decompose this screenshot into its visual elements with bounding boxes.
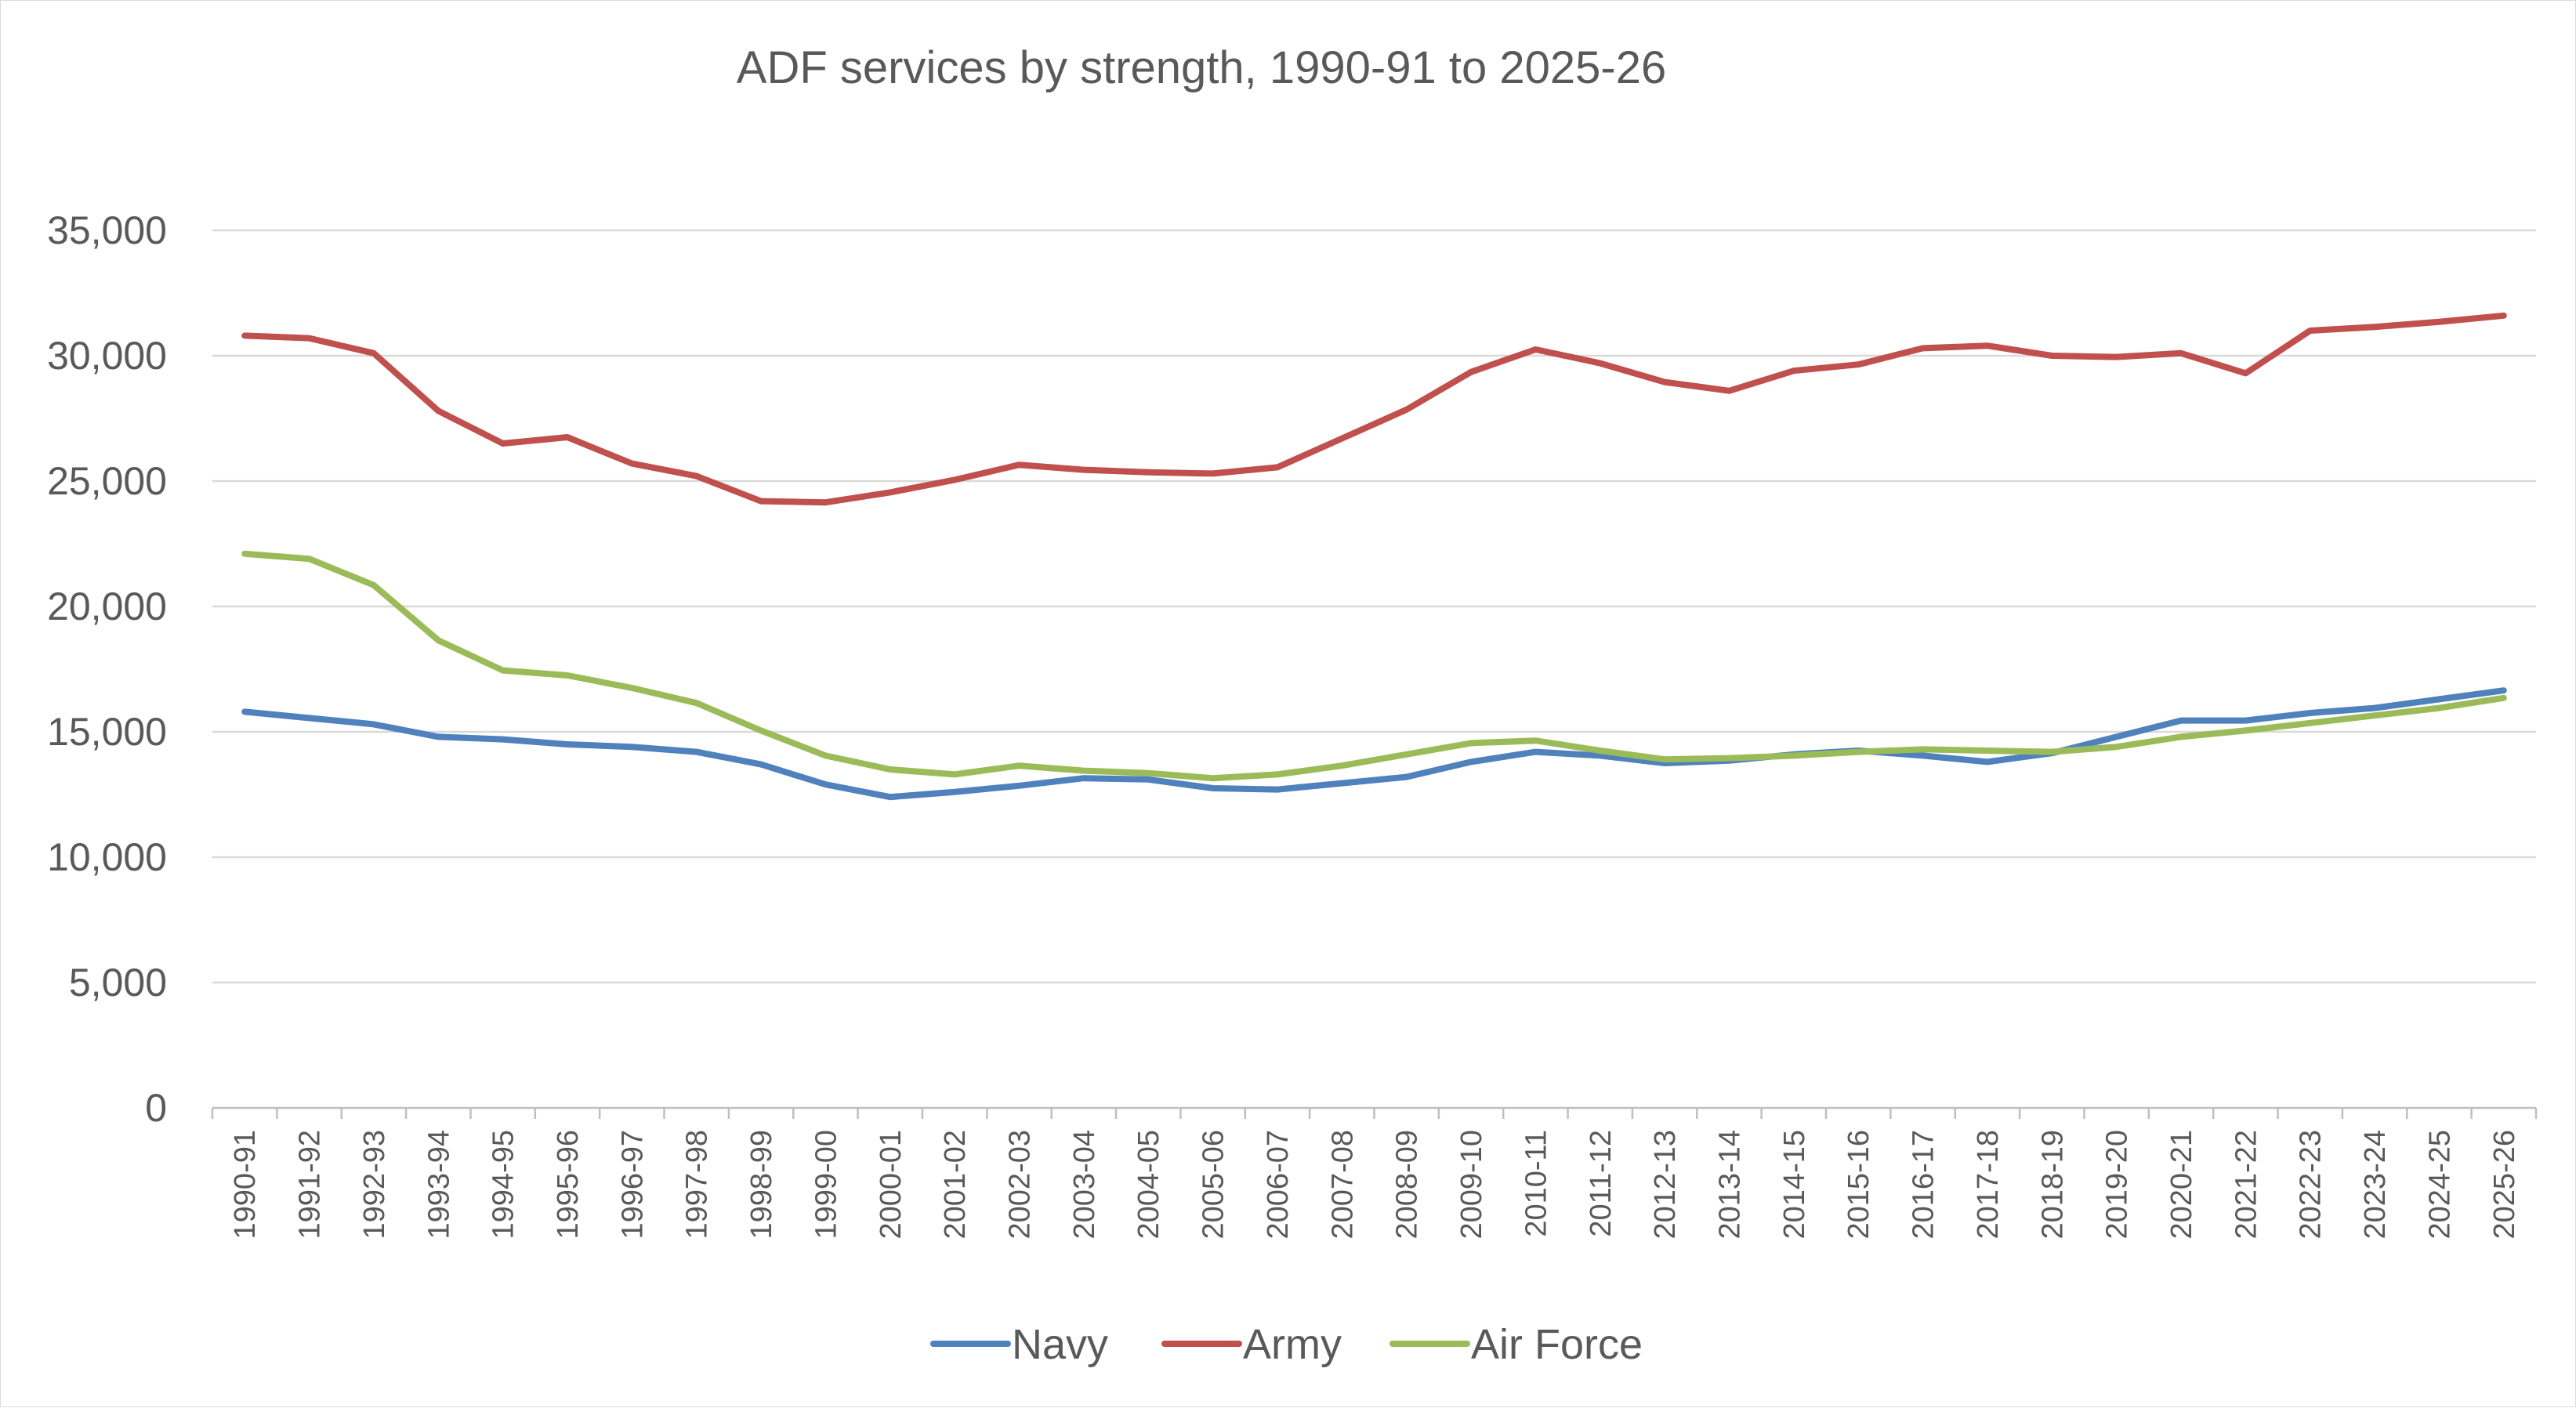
y-tick-label: 20,000 — [47, 585, 167, 628]
legend-label-navy: Navy — [1012, 1321, 1108, 1368]
x-tick-label: 1997-98 — [681, 1130, 714, 1239]
x-tick-label: 1992-93 — [358, 1130, 391, 1239]
series-line-navy — [241, 687, 2507, 801]
x-tick-label: 1993-94 — [422, 1130, 455, 1239]
y-tick-label: 0 — [145, 1086, 167, 1130]
legend-label-army: Army — [1243, 1321, 1342, 1368]
y-tick-label: 10,000 — [47, 835, 167, 879]
x-tick-label: 1995-96 — [552, 1130, 585, 1239]
x-tick-label: 2015-16 — [1842, 1130, 1875, 1239]
x-tick-label: 2007-08 — [1326, 1130, 1359, 1239]
x-tick-label: 2019-20 — [2101, 1130, 2134, 1239]
x-tick-label: 2022-23 — [2295, 1130, 2328, 1239]
x-tick-label: 2017-18 — [1972, 1130, 2005, 1239]
x-tick-label: 2008-09 — [1391, 1130, 1424, 1239]
series-line-army — [241, 312, 2507, 506]
x-tick-label: 2020-21 — [2165, 1130, 2198, 1239]
x-tick-label: 2005-06 — [1197, 1130, 1230, 1239]
gridlines — [212, 229, 2536, 984]
x-tick-label: 1991-92 — [294, 1130, 327, 1239]
x-tick-label: 2023-24 — [2359, 1130, 2392, 1239]
legend-label-air-force: Air Force — [1471, 1321, 1643, 1368]
y-axis: 0 5,000 10,000 15,000 20,000 25,000 30,000 35,0… — [47, 208, 167, 1130]
x-tick-label: 1994-95 — [487, 1130, 520, 1239]
x-tick-label: 1998-99 — [745, 1130, 778, 1239]
x-tick-label: 2002-03 — [1004, 1130, 1037, 1239]
chart-title: ADF services by strength, 1990-91 to 202… — [737, 42, 1666, 93]
y-tick-label: 5,000 — [69, 961, 167, 1004]
x-tick-label: 2014-15 — [1778, 1130, 1811, 1239]
x-tick-label: 2013-14 — [1713, 1130, 1746, 1239]
x-axis: 1990-91 1991-92 1992-93 1993-94 1994-95 1995-… — [211, 1106, 2538, 1239]
x-tick-label: 2004-05 — [1132, 1130, 1165, 1239]
x-tick-label: 2000-01 — [875, 1130, 908, 1239]
x-tick-label: 1999-00 — [810, 1130, 842, 1239]
x-tick-label: 2012-13 — [1649, 1130, 1682, 1239]
x-tick-label: 2011-12 — [1585, 1130, 1618, 1237]
legend: Navy Army Air Force — [930, 1321, 1643, 1368]
x-tick-label: 2009-10 — [1455, 1130, 1488, 1239]
y-tick-label: 15,000 — [47, 710, 167, 754]
x-tick-label: 2018-19 — [2036, 1130, 2069, 1239]
series-line-air-force — [241, 550, 2507, 782]
x-tick-label: 2006-07 — [1262, 1130, 1295, 1239]
series-lines — [241, 312, 2507, 801]
x-tick-label: 2025-26 — [2488, 1130, 2521, 1239]
x-tick-label: 2016-17 — [1908, 1130, 1940, 1239]
x-tick-label: 1996-97 — [616, 1130, 649, 1239]
y-tick-label: 30,000 — [47, 334, 167, 378]
x-tick-label: 2001-02 — [939, 1130, 972, 1239]
y-tick-label: 35,000 — [47, 208, 167, 252]
x-tick-label: 2003-04 — [1068, 1130, 1101, 1239]
x-tick-label: 1990-91 — [229, 1130, 262, 1239]
x-tick-label: 2021-22 — [2230, 1130, 2263, 1239]
x-tick-label: 2010-11 — [1520, 1130, 1552, 1237]
y-tick-label: 25,000 — [47, 459, 167, 503]
x-tick-label: 2024-25 — [2423, 1130, 2456, 1239]
